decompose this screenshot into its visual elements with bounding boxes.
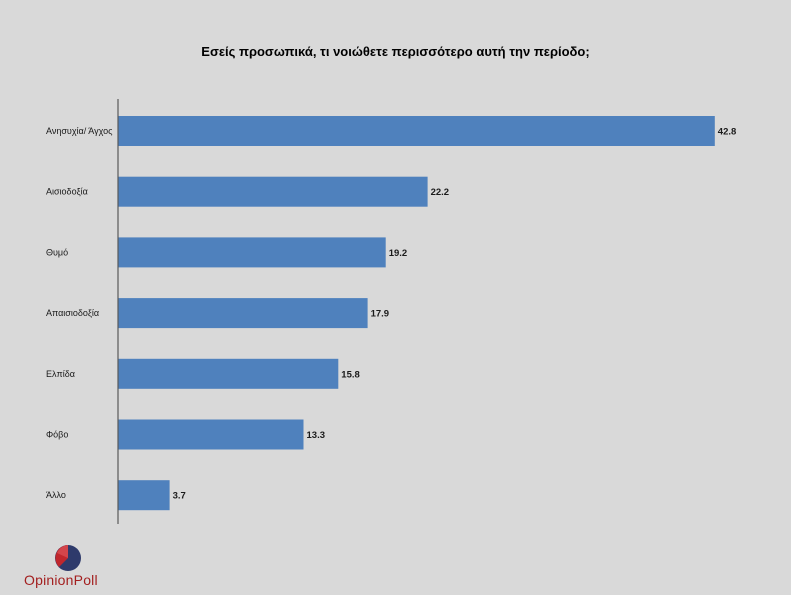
bar-4 [118, 358, 339, 389]
bars-group [118, 116, 715, 511]
value-label-0: 42.8 [718, 127, 737, 138]
chart-title: Εσείς προσωπικά, τι νοιώθετε περισσότερο… [201, 44, 590, 59]
bar-0 [118, 116, 715, 146]
bar-2 [118, 237, 386, 268]
value-label-6: 3.7 [173, 491, 186, 502]
category-label-5: Φόβο [46, 430, 68, 440]
logo-text: OpinionPoll [24, 572, 98, 588]
bar-3 [118, 298, 368, 329]
opinionpoll-logo: OpinionPoll [24, 543, 120, 591]
category-label-4: Ελπίδα [46, 369, 75, 379]
bar-1 [118, 176, 428, 207]
opinionpoll-logo-icon [55, 545, 81, 571]
bar-5 [118, 419, 304, 450]
category-label-0: Ανησυχία/ Άγχος [46, 126, 113, 136]
value-label-4: 15.8 [341, 369, 360, 380]
value-label-1: 22.2 [431, 187, 450, 198]
value-label-3: 17.9 [371, 309, 390, 320]
category-label-3: Απαισιοδοξία [46, 308, 99, 318]
category-labels: Ανησυχία/ Άγχος Αισιοδοξία Θυμό Απαισιοδοξί… [46, 126, 113, 500]
value-label-2: 19.2 [389, 248, 408, 259]
bar-6 [118, 480, 170, 511]
category-label-1: Αισιοδοξία [46, 187, 88, 197]
value-label-5: 13.3 [307, 430, 326, 441]
category-label-2: Θυμό [46, 247, 68, 257]
value-labels: 42.8 22.2 19.2 17.9 15.8 13.3 3.7 [173, 127, 737, 502]
category-label-6: Άλλο [46, 490, 66, 500]
